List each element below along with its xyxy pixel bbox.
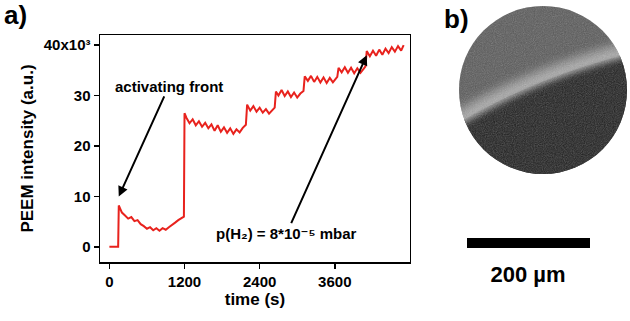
- svg-text:1200: 1200: [168, 273, 201, 290]
- svg-text:p(H₂) = 8*10⁻⁵ mbar: p(H₂) = 8*10⁻⁵ mbar: [216, 225, 357, 242]
- svg-text:2400: 2400: [243, 273, 276, 290]
- svg-text:0: 0: [82, 238, 90, 255]
- svg-text:3600: 3600: [318, 273, 351, 290]
- html-text:a): a): [4, 0, 28, 30]
- svg-text:40x10³: 40x10³: [44, 36, 91, 53]
- svg-text:time (s): time (s): [225, 290, 285, 309]
- svg-text:b): b): [444, 4, 469, 34]
- svg-text:activating front: activating front: [115, 78, 223, 95]
- svg-text:200 µm: 200 µm: [490, 262, 565, 287]
- svg-text:0: 0: [105, 273, 113, 290]
- svg-text:30: 30: [74, 87, 91, 104]
- svg-text:PEEM intensity (a.u.): PEEM intensity (a.u.): [18, 64, 37, 232]
- svg-text:10: 10: [74, 188, 91, 205]
- svg-text:20: 20: [74, 137, 91, 154]
